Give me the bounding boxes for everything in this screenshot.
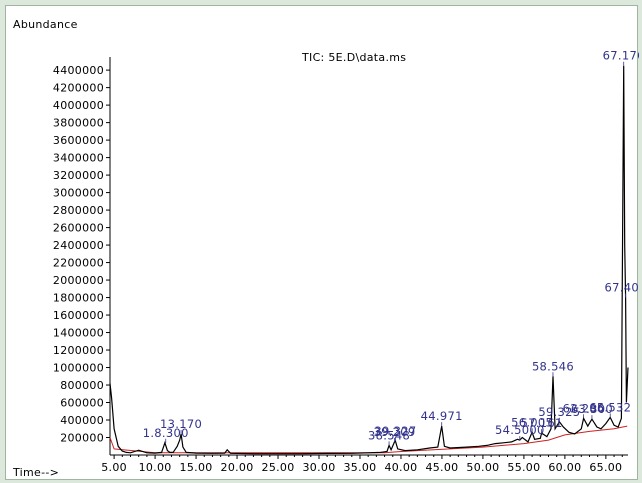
peak-label: 13.170 bbox=[160, 417, 202, 431]
x-tick-label: 60.00 bbox=[548, 461, 581, 474]
peak-label: 39.209 bbox=[373, 425, 415, 439]
y-axis-label: Abundance bbox=[13, 18, 78, 31]
peak-label: 1.8.300 bbox=[143, 426, 189, 440]
y-tick-label: 1400000 bbox=[53, 327, 104, 340]
x-tick-label: 55.00 bbox=[507, 461, 540, 474]
y-tick-label: 600000 bbox=[60, 397, 104, 410]
peak-label: 39.327 bbox=[374, 424, 416, 438]
peak-label: 63.300 bbox=[571, 402, 613, 416]
y-tick-label: 4200000 bbox=[53, 82, 104, 95]
x-axis-label: Time--> bbox=[13, 466, 60, 479]
x-tick-label: 20.00 bbox=[221, 461, 254, 474]
peak-label: 56.005 bbox=[511, 415, 553, 429]
peak-label: 67.405 bbox=[605, 281, 639, 295]
peak-label: 67.176 bbox=[603, 49, 639, 63]
x-tick-label: 40.00 bbox=[384, 461, 417, 474]
peak-label: 54.5000 bbox=[495, 423, 545, 437]
y-tick-label: 4400000 bbox=[53, 64, 104, 77]
y-tick-label: 1800000 bbox=[53, 292, 104, 305]
x-tick-label: 10.00 bbox=[139, 461, 172, 474]
peak-label: 62.286 bbox=[563, 401, 605, 415]
chart-frame: Abundance Time--> TIC: 5E.D\data.ms 2000… bbox=[5, 5, 639, 480]
peak-label: 38.548 bbox=[368, 428, 410, 442]
integration-baseline bbox=[109, 425, 628, 454]
x-tick-label: 25.00 bbox=[262, 461, 295, 474]
y-tick-label: 2000000 bbox=[53, 274, 104, 287]
peak-label: 59.325 bbox=[538, 405, 580, 419]
peak-label: 58.546 bbox=[532, 359, 574, 373]
y-tick-label: 3600000 bbox=[53, 134, 104, 147]
y-tick-label: 1000000 bbox=[53, 362, 104, 375]
x-tick-label: 15.00 bbox=[180, 461, 213, 474]
y-tick-label: 400000 bbox=[60, 414, 104, 427]
y-tick-label: 1200000 bbox=[53, 344, 104, 357]
y-tick-label: 800000 bbox=[60, 379, 104, 392]
y-tick-label: 4000000 bbox=[53, 99, 104, 112]
peak-label: 44.971 bbox=[421, 409, 463, 423]
y-tick-label: 2200000 bbox=[53, 257, 104, 270]
x-tick-label: 30.00 bbox=[303, 461, 336, 474]
x-tick-label: 50.00 bbox=[466, 461, 499, 474]
y-tick-label: 2800000 bbox=[53, 204, 104, 217]
peak-label: 57.161 bbox=[521, 416, 563, 430]
y-tick-label: 3400000 bbox=[53, 152, 104, 165]
y-tick-label: 3200000 bbox=[53, 169, 104, 182]
x-tick-label: 65.00 bbox=[589, 461, 622, 474]
chart-title: TIC: 5E.D\data.ms bbox=[302, 51, 407, 64]
x-tick-label: 45.00 bbox=[425, 461, 458, 474]
x-tick-label: 35.00 bbox=[343, 461, 376, 474]
tic-trace bbox=[109, 65, 629, 455]
peak-label: 65.532 bbox=[589, 400, 631, 414]
y-tick-label: 3000000 bbox=[53, 187, 104, 200]
chromatogram-plot: 200000 400000 600000 800000 1000000 1200000 14… bbox=[53, 49, 639, 474]
y-tick-label: 200000 bbox=[60, 432, 104, 445]
y-tick-label: 1600000 bbox=[53, 309, 104, 322]
y-tick-label: 2600000 bbox=[53, 222, 104, 235]
x-tick-label: 5.00 bbox=[101, 461, 127, 474]
y-tick-label: 3800000 bbox=[53, 117, 104, 130]
y-tick-label: 2400000 bbox=[53, 239, 104, 252]
